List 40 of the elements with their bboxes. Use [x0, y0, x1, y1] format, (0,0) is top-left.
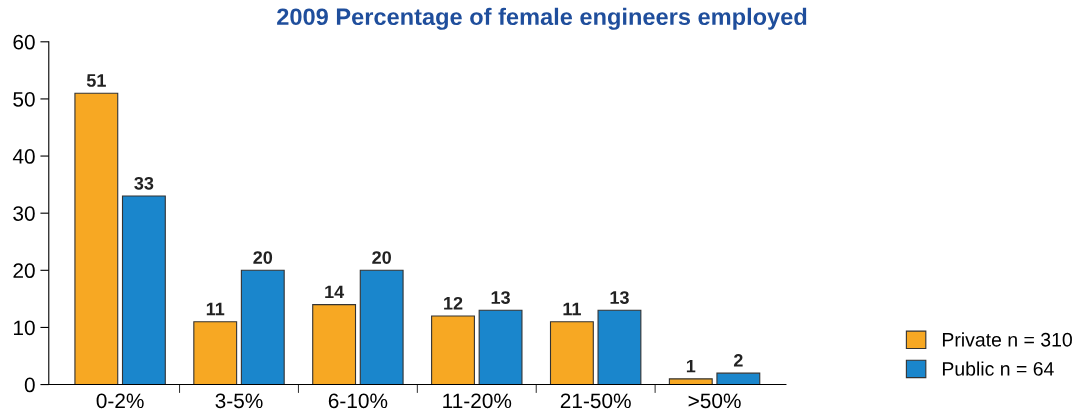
legend-label: Public n = 64 [942, 361, 1054, 376]
x-tick-label: 0-2% [96, 393, 144, 409]
bar [716, 372, 761, 385]
x-tick-label: >50% [688, 393, 741, 409]
data-label: 13 [491, 291, 510, 304]
legend-label: Private n = 310 [942, 332, 1072, 347]
data-label: 20 [372, 251, 391, 264]
data-label: 33 [134, 176, 154, 190]
y-tick-label: 50 [13, 91, 35, 107]
data-label: 13 [610, 291, 629, 304]
bar [668, 378, 713, 385]
y-tick-label: 30 [13, 206, 35, 221]
y-tick-label: 40 [12, 149, 35, 164]
data-label: 14 [325, 285, 345, 299]
data-label: 11 [563, 302, 581, 316]
data-label: 11 [206, 302, 225, 316]
y-tick-label: 0 [24, 377, 35, 393]
y-tick-label: 10 [14, 320, 35, 336]
x-tick-label: 3-5% [215, 393, 263, 409]
bar [312, 304, 357, 385]
bar [74, 92, 119, 385]
data-label: 20 [253, 251, 273, 264]
x-tick-label: 11-20% [443, 393, 512, 409]
bar [121, 195, 166, 385]
data-label: 2 [733, 354, 743, 367]
chart-title: 2009 Percentage of female engineers employed [277, 7, 807, 30]
x-tick-label: 21-50% [560, 393, 631, 409]
bar [193, 321, 238, 385]
bar [549, 321, 594, 385]
data-label: 12 [444, 296, 463, 310]
y-tick-label: 20 [13, 263, 35, 279]
bar [431, 315, 475, 385]
bar [359, 269, 404, 385]
bar [240, 269, 285, 385]
bar [597, 309, 642, 385]
data-label: 51 [86, 74, 106, 87]
data-label: 1 [686, 359, 696, 373]
x-tick-label: 6-10% [328, 393, 388, 409]
y-tick-label: 60 [13, 34, 35, 50]
bar [478, 309, 523, 385]
